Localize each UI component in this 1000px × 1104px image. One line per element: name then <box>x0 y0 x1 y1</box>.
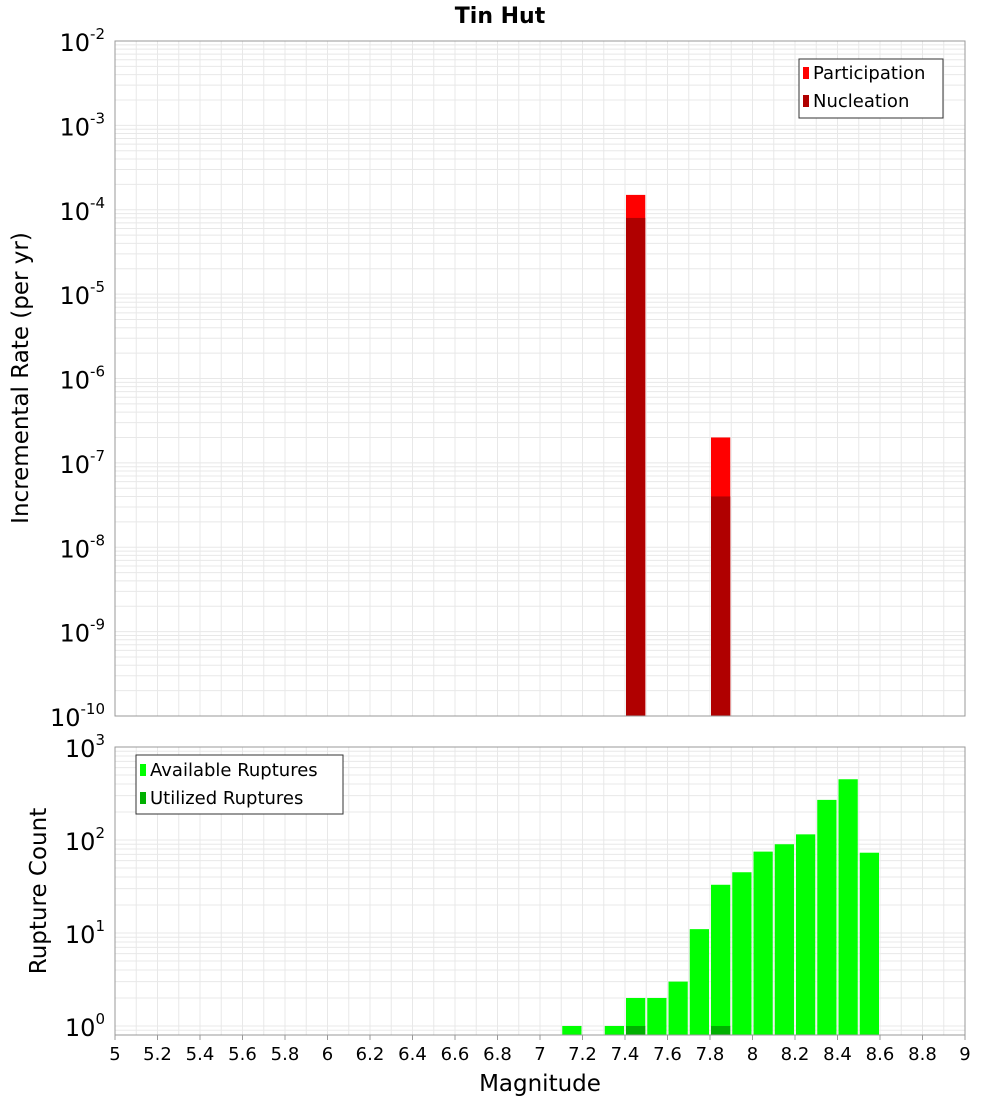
bottom-legend: Available Ruptures Utilized Ruptures <box>135 754 344 815</box>
x-tick-label: 8.6 <box>866 1044 895 1065</box>
x-tick-label: 5.2 <box>143 1044 172 1065</box>
legend-label-nucleation: Nucleation <box>813 91 909 112</box>
y-tick-label: 102 <box>65 824 105 856</box>
y-tick-label: 10-10 <box>50 700 105 732</box>
bar-available-ruptures <box>732 872 752 1035</box>
y-tick-label: 103 <box>65 731 105 763</box>
legend-label-utilized: Utilized Ruptures <box>150 788 303 809</box>
top-y-axis-label: Incremental Rate (per yr) <box>8 232 34 524</box>
bar-available-ruptures <box>711 884 731 1035</box>
x-tick-label: 8.4 <box>823 1044 852 1065</box>
x-tick-label: 5.6 <box>228 1044 257 1065</box>
bar-available-ruptures <box>796 834 816 1035</box>
bar-available-ruptures <box>626 997 646 1035</box>
legend-swatch-utilized <box>140 792 146 804</box>
bottom-legend-box <box>135 754 344 815</box>
bottom-plot-y-ticks: 103 102 101 100 <box>65 731 105 1042</box>
bar-nucleation <box>626 217 646 716</box>
y-tick-label: 100 <box>65 1010 105 1042</box>
x-tick-label: 7.4 <box>611 1044 640 1065</box>
top-plot-bars <box>626 194 731 716</box>
bar-available-ruptures <box>562 1025 582 1035</box>
legend-swatch-participation <box>803 67 809 79</box>
y-tick-label: 10-9 <box>59 616 105 648</box>
y-tick-label: 10-7 <box>59 447 105 479</box>
bar-nucleation <box>711 496 731 716</box>
bottom-plot-x-ticks: 5 5.2 5.4 5.6 5.8 6 6.2 6.4 6.6 6.8 7 7.2 7.4 7.6 7.8 8… <box>109 1035 971 1065</box>
x-tick-label: 5.4 <box>186 1044 215 1065</box>
x-tick-label: 8.8 <box>908 1044 937 1065</box>
x-tick-label: 5.8 <box>271 1044 300 1065</box>
x-tick-label: 7.2 <box>568 1044 597 1065</box>
bar-available-ruptures <box>604 1025 624 1035</box>
bar-utilized-ruptures <box>711 1025 731 1035</box>
y-tick-label: 10-6 <box>59 363 105 395</box>
x-tick-label: 6.8 <box>483 1044 512 1065</box>
x-tick-label: 7 <box>534 1044 545 1065</box>
y-tick-label: 10-5 <box>59 278 105 310</box>
y-tick-label: 10-3 <box>59 109 105 141</box>
y-tick-label: 101 <box>65 917 105 949</box>
x-axis-label: Magnitude <box>479 1071 601 1097</box>
bar-available-ruptures <box>838 779 858 1035</box>
top-legend-box <box>798 58 944 119</box>
legend-label-available: Available Ruptures <box>150 760 318 781</box>
bottom-plot-bars <box>562 779 879 1035</box>
x-tick-label: 8.2 <box>781 1044 810 1065</box>
x-tick-label: 9 <box>959 1044 970 1065</box>
top-plot-y-ticks: 10-2 10-3 10-4 10-5 10-6 10-7 10-8 10-9 10-10 <box>50 25 105 732</box>
chart-title: Tin Hut <box>455 4 546 29</box>
bar-available-ruptures <box>689 929 709 1035</box>
bar-utilized-ruptures <box>626 1025 646 1035</box>
y-tick-label: 10-8 <box>59 531 105 563</box>
x-tick-label: 6.2 <box>356 1044 385 1065</box>
top-plot-frame <box>114 40 966 717</box>
x-tick-label: 5 <box>109 1044 120 1065</box>
bottom-y-axis-label: Rupture Count <box>26 808 52 974</box>
y-tick-label: 10-4 <box>59 194 105 226</box>
bar-available-ruptures <box>647 997 667 1035</box>
bar-available-ruptures <box>774 844 794 1035</box>
legend-swatch-available <box>140 764 146 776</box>
bar-available-ruptures <box>817 799 837 1035</box>
bar-available-ruptures <box>753 851 773 1035</box>
bar-available-ruptures <box>668 981 688 1035</box>
top-plot-grid <box>115 41 965 716</box>
x-tick-label: 6.4 <box>398 1044 427 1065</box>
y-tick-label: 10-2 <box>59 25 105 57</box>
x-tick-label: 7.8 <box>696 1044 725 1065</box>
top-legend: Participation Nucleation <box>798 58 944 119</box>
bar-available-ruptures <box>859 852 879 1035</box>
x-tick-label: 6 <box>322 1044 333 1065</box>
x-tick-label: 6.6 <box>441 1044 470 1065</box>
x-tick-label: 7.6 <box>653 1044 682 1065</box>
legend-swatch-nucleation <box>803 95 809 107</box>
x-tick-label: 8 <box>747 1044 758 1065</box>
legend-label-participation: Participation <box>813 63 925 84</box>
